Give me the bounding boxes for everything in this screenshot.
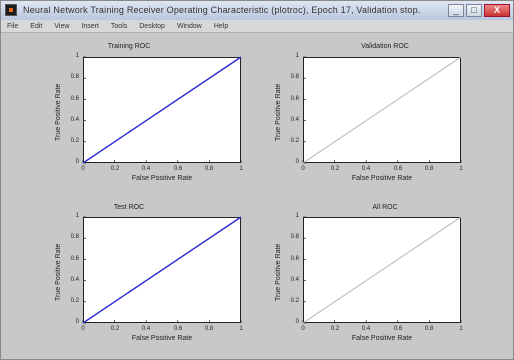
xtick-label: 0.8 (424, 326, 434, 332)
ytick-label: 0.4 (70, 277, 79, 283)
xtick-label: 0.4 (141, 326, 151, 332)
menu-desktop[interactable]: Desktop (139, 22, 165, 30)
xtick-label: 0.4 (361, 166, 371, 172)
roc-curve-line (82, 216, 242, 324)
ytick-label: 0.2 (290, 298, 299, 304)
plot-title: Validation ROC (361, 43, 409, 50)
xtick-label: 1 (239, 166, 243, 172)
ytick-label: 0 (75, 319, 79, 325)
roc-curve-line (302, 216, 462, 324)
window-controls: _ □ X (448, 4, 510, 17)
xtick-label: 0 (81, 326, 85, 332)
maximize-button[interactable]: □ (466, 4, 482, 17)
y-axis-label: True Positive Rate (275, 243, 282, 301)
xtick-label: 1 (239, 326, 243, 332)
y-axis-label: True Positive Rate (55, 243, 62, 301)
x-axis-label: False Positive Rate (131, 335, 193, 342)
window-title: Neural Network Training Receiver Operati… (23, 5, 421, 15)
menu-edit[interactable]: Edit (30, 22, 43, 30)
close-button[interactable]: X (484, 4, 510, 17)
training-roc-panel: Training ROC 0 0.2 0.4 0.6 0.8 1 0 0.2 0… (1, 33, 257, 196)
ytick-label: 1 (295, 53, 299, 59)
xtick-label: 0 (81, 166, 85, 172)
xtick-label: 0.2 (330, 166, 340, 172)
menu-bar: File Edit View Insert Tools Desktop Wind… (1, 20, 513, 33)
ytick-label: 0.6 (70, 96, 79, 102)
x-axis-label: False Positive Rate (131, 175, 193, 182)
xtick-label: 0.6 (393, 166, 403, 172)
menu-insert[interactable]: Insert (81, 22, 99, 30)
roc-curve-line (82, 56, 242, 164)
menu-view[interactable]: View (54, 22, 70, 30)
ytick-label: 0.6 (290, 96, 299, 102)
menu-help[interactable]: Help (213, 22, 229, 30)
ytick-label: 0 (75, 159, 79, 165)
test-roc-panel: Test ROC 0 0.2 0.4 0.6 0.8 1 0 0.2 0.4 0… (1, 196, 257, 359)
ytick-label: 0.4 (70, 117, 79, 123)
menu-tools[interactable]: Tools (110, 22, 128, 30)
xtick-label: 0.8 (424, 166, 434, 172)
ytick-label: 1 (75, 53, 79, 59)
xtick-label: 0 (301, 326, 305, 332)
matlab-app-icon (5, 4, 17, 16)
plot-title: All ROC (372, 204, 398, 211)
roc-plot-svg (82, 56, 242, 164)
xtick-label: 0.4 (361, 326, 371, 332)
xtick-label: 1 (459, 166, 463, 172)
ytick-label: 0.2 (70, 138, 79, 144)
plot-title: Training ROC (107, 43, 151, 50)
ytick-label: 0 (295, 319, 299, 325)
ytick-label: 0.2 (70, 298, 79, 304)
ytick-label: 0.2 (290, 138, 299, 144)
xtick-label: 1 (459, 326, 463, 332)
ytick-label: 1 (75, 213, 79, 219)
xtick-label: 0.2 (330, 326, 340, 332)
plot-title: Test ROC (113, 204, 145, 211)
xtick-label: 0.8 (204, 166, 214, 172)
xtick-label: 0.6 (173, 326, 183, 332)
ytick-label: 0.8 (290, 74, 299, 80)
ytick-label: 1 (295, 213, 299, 219)
y-axis-label: True Positive Rate (275, 83, 282, 141)
xtick-label: 0.8 (204, 326, 214, 332)
roc-plot-svg (82, 216, 242, 324)
all-roc-panel: All ROC 0 0.2 0.4 0.6 0.8 1 0 0.2 0.4 0.… (257, 196, 513, 359)
ytick-label: 0.8 (290, 234, 299, 240)
ytick-label: 0 (295, 159, 299, 165)
menu-window[interactable]: Window (176, 22, 202, 30)
ytick-label: 0.8 (70, 234, 79, 240)
figure-canvas: Training ROC 0 0.2 0.4 0.6 0.8 1 0 0.2 0… (1, 33, 513, 359)
ytick-label: 0.6 (290, 256, 299, 262)
xtick-label: 0.6 (173, 166, 183, 172)
title-bar[interactable]: Neural Network Training Receiver Operati… (1, 1, 513, 21)
x-axis-label: False Positive Rate (351, 175, 413, 182)
roc-plot-svg (302, 216, 462, 324)
xtick-label: 0.2 (110, 166, 120, 172)
xtick-label: 0.4 (141, 166, 151, 172)
y-axis-label: True Positive Rate (55, 83, 62, 141)
x-axis-label: False Positive Rate (351, 335, 413, 342)
validation-roc-panel: Validation ROC 0 0.2 0.4 0.6 0.8 1 0 0.2… (257, 33, 513, 196)
roc-curve-line (302, 56, 462, 164)
ytick-label: 0.4 (290, 117, 299, 123)
xtick-label: 0.6 (393, 326, 403, 332)
ytick-label: 0.4 (290, 277, 299, 283)
xtick-label: 0.2 (110, 326, 120, 332)
xtick-label: 0 (301, 166, 305, 172)
ytick-label: 0.6 (70, 256, 79, 262)
ytick-label: 0.8 (70, 74, 79, 80)
roc-plot-svg (302, 56, 462, 164)
menu-file[interactable]: File (7, 22, 19, 30)
minimize-button[interactable]: _ (448, 4, 464, 17)
